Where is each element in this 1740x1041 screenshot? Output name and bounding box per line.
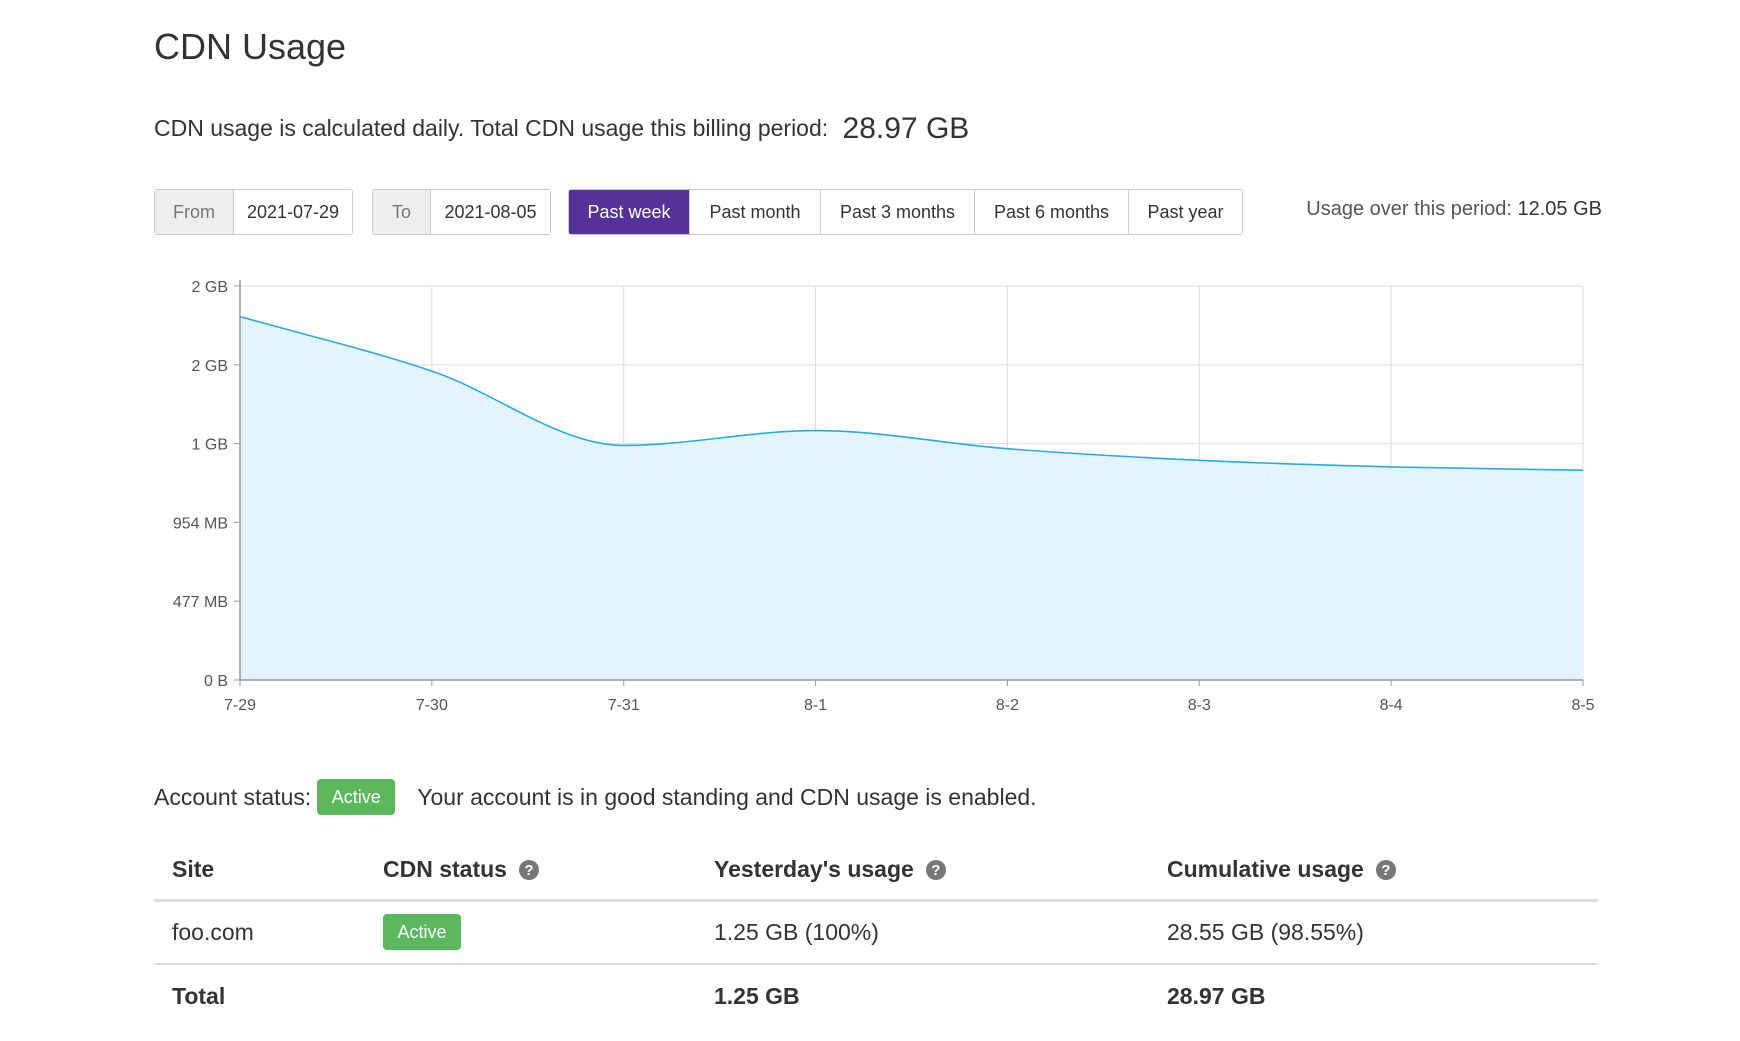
range-button-past-year[interactable]: Past year	[1129, 190, 1242, 234]
y-tick-label: 0 B	[204, 673, 228, 690]
total-cumulative-cell: 28.97 GB	[1167, 983, 1266, 1009]
account-status-badge: Active	[317, 779, 396, 815]
cdn-status-cell: Active	[365, 900, 696, 965]
period-usage: Usage over this period: 12.05 GB	[1306, 198, 1602, 221]
site-cell: foo.com	[154, 900, 365, 965]
column-header-cumulative-usage: Cumulative usage?	[1149, 840, 1598, 902]
from-date-group: From 2021-07-29	[154, 189, 353, 235]
range-button-past-6-months[interactable]: Past 6 months	[975, 190, 1129, 234]
total-yesterday-cell: 1.25 GB	[714, 983, 800, 1009]
cumulative-usage-help-icon[interactable]: ?	[1375, 860, 1396, 881]
cdn-status-help-icon[interactable]: ?	[518, 860, 539, 881]
period-usage-label: Usage over this period:	[1306, 198, 1512, 220]
x-tick-label: 8-5	[1571, 697, 1594, 714]
y-tick-label: 954 MB	[173, 515, 228, 532]
table-total-row: Total 1.25 GB 28.97 GB	[154, 964, 1598, 1028]
x-tick-label: 8-1	[804, 697, 827, 714]
usage-line	[239, 315, 1584, 471]
yesterday-usage-cell: 1.25 GB (100%)	[696, 900, 1149, 965]
column-header-yesterday-usage: Yesterday's usage?	[696, 840, 1149, 902]
y-tick-label: 477 MB	[173, 594, 228, 611]
table-header-row: Site CDN status? Yesterday's usage? Cumu…	[154, 840, 1598, 902]
page-title: CDN Usage	[154, 26, 347, 67]
period-usage-value: 12.05 GB	[1517, 198, 1602, 220]
billing-summary: CDN usage is calculated daily. Total CDN…	[154, 112, 969, 146]
total-label-cell: Total	[172, 983, 226, 1009]
to-date-group: To 2021-08-05	[372, 189, 551, 235]
usage-table: Site CDN status? Yesterday's usage? Cumu…	[154, 840, 1598, 1028]
billing-total: 28.97 GB	[842, 112, 970, 145]
account-status-label: Account status:	[154, 783, 312, 810]
billing-summary-text: CDN usage is calculated daily. Total CDN…	[154, 115, 829, 141]
x-tick-label: 8-4	[1380, 697, 1403, 714]
x-tick-label: 7-29	[224, 697, 256, 714]
usage-chart: 0 B 477 MB 954 MB 1 GB 2 GB 2 GB 7-29 7-30 7-31 8…	[173, 279, 1595, 714]
x-tick-label: 7-30	[416, 697, 448, 714]
column-header-cdn-status: CDN status?	[365, 840, 696, 902]
y-tick-label: 2 GB	[192, 279, 228, 296]
range-selector: Past week Past month Past 3 months Past …	[568, 189, 1243, 235]
yesterday-usage-help-icon[interactable]: ?	[925, 860, 946, 881]
cumulative-usage-cell: 28.55 GB (98.55%)	[1149, 900, 1598, 965]
to-date-input[interactable]: 2021-08-05	[431, 190, 550, 234]
y-tick-label: 2 GB	[192, 358, 228, 375]
x-tick-label: 7-31	[608, 697, 640, 714]
usage-area-fill	[240, 316, 1583, 680]
y-tick-label: 1 GB	[192, 437, 228, 454]
range-button-past-month[interactable]: Past month	[690, 190, 821, 234]
account-status-line: Account status: Active Your account is i…	[154, 778, 1037, 816]
account-status-message: Your account is in good standing and CDN…	[417, 783, 1037, 810]
from-date-input[interactable]: 2021-07-29	[234, 190, 352, 234]
site-status-badge: Active	[383, 914, 461, 951]
column-header-site: Site	[154, 840, 365, 902]
from-label: From	[155, 190, 234, 234]
table-row: foo.com Active 1.25 GB (100%) 28.55 GB (…	[154, 900, 1598, 965]
to-label: To	[373, 190, 431, 234]
range-button-past-3-months[interactable]: Past 3 months	[821, 190, 975, 234]
x-tick-label: 8-3	[1188, 697, 1211, 714]
range-button-past-week[interactable]: Past week	[569, 190, 690, 234]
total-status-cell	[365, 964, 696, 1028]
x-tick-label: 8-2	[996, 697, 1019, 714]
